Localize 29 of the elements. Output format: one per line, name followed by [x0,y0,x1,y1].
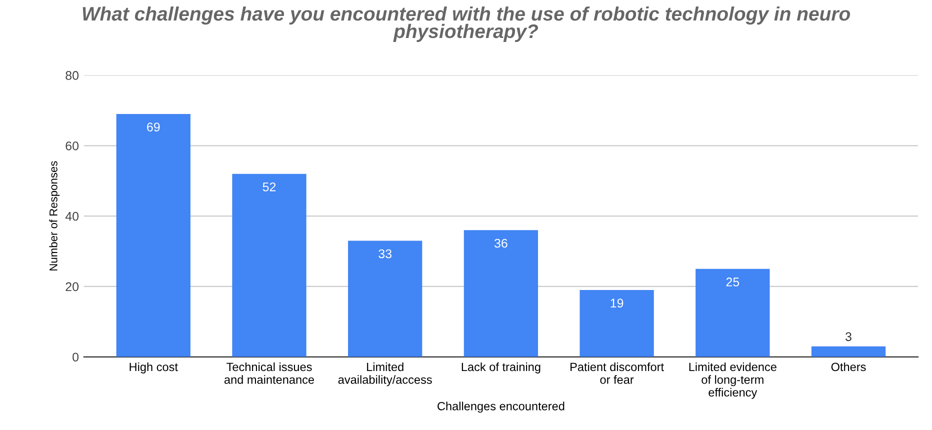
x-tick-label: Patient discomfort or fear [570,362,664,384]
bar [348,240,422,357]
x-tick-label: Lack of training [462,362,540,374]
data-label: 33 [378,249,392,258]
y-tick-label: 60 [66,141,79,150]
bar [696,268,770,357]
data-label: 25 [726,278,740,286]
x-tick-label: Limited availability/access [338,362,432,386]
x-tick-label: Technical issues and maintenance [224,362,314,384]
data-label: 3 [846,332,852,342]
y-tick-label: 40 [65,212,79,221]
x-tick-label: Limited evidence of long-term efficiency [689,362,776,399]
y-tick-label: 0 [72,352,79,362]
y-tick-label: 20 [66,282,79,292]
bar [232,174,306,357]
data-label: 69 [147,122,160,132]
bar [116,114,190,357]
data-label: 19 [610,298,624,308]
data-label: 36 [494,238,508,248]
bar [580,290,654,357]
chart-title: What challenges have you encountered with the use of robotic technology in neuro physiotherapy? [82,6,850,42]
bar [811,346,886,357]
y-tick-label: 80 [66,71,79,80]
y-axis-title: Number of Responses [49,161,60,270]
x-axis-title: Challenges encountered [438,402,564,413]
x-tick-label: Others [831,362,866,372]
data-label: 52 [262,182,276,192]
bar [464,230,538,357]
x-tick-label: High cost [130,362,178,374]
